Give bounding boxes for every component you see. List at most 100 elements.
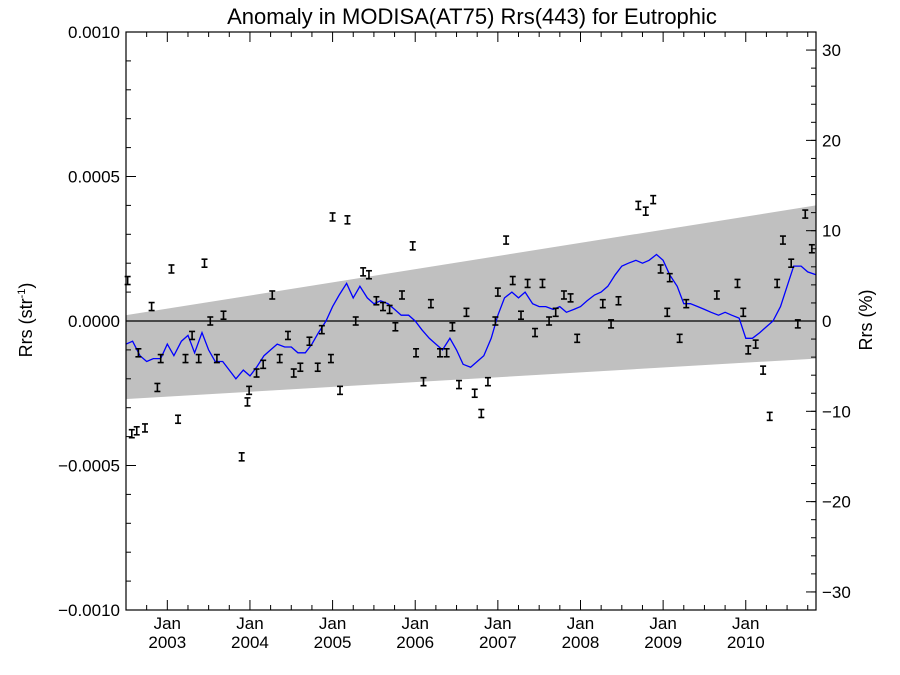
x-tick-year: 2008 bbox=[562, 633, 600, 652]
right-tick-label: 30 bbox=[822, 41, 841, 60]
data-point bbox=[740, 307, 747, 318]
data-point bbox=[608, 319, 615, 329]
right-tick-label: 20 bbox=[822, 131, 841, 150]
data-point bbox=[373, 295, 380, 306]
x-tick-month: Jan bbox=[484, 614, 511, 633]
data-point bbox=[253, 368, 260, 378]
data-point bbox=[290, 368, 297, 378]
data-point bbox=[524, 278, 531, 289]
data-point bbox=[135, 347, 142, 358]
data-point bbox=[213, 353, 220, 364]
x-tick-year: 2006 bbox=[396, 633, 434, 652]
data-point bbox=[760, 365, 767, 375]
left-tick-label: 0.0005 bbox=[68, 168, 120, 187]
data-point bbox=[788, 258, 795, 269]
x-tick-year: 2009 bbox=[644, 633, 682, 652]
data-point bbox=[314, 362, 321, 373]
data-point bbox=[244, 397, 251, 407]
data-point bbox=[752, 339, 759, 349]
data-point bbox=[463, 307, 470, 318]
data-point bbox=[157, 353, 164, 364]
data-point bbox=[276, 353, 283, 364]
data-point bbox=[734, 278, 741, 289]
x-tick-month: Jan bbox=[732, 614, 759, 633]
right-y-axis: 30 20 10 0 −10 −20 −30 bbox=[806, 41, 851, 602]
data-point bbox=[567, 293, 574, 303]
data-point bbox=[154, 382, 161, 393]
data-point bbox=[478, 408, 485, 419]
left-tick-label: 0.0010 bbox=[68, 23, 120, 42]
x-tick-month: Jan bbox=[567, 614, 594, 633]
data-point bbox=[666, 272, 673, 283]
left-axis-label-superscript: -1 bbox=[16, 289, 28, 299]
data-point bbox=[552, 307, 559, 318]
data-point bbox=[437, 347, 444, 358]
data-point bbox=[517, 310, 524, 321]
data-point bbox=[484, 376, 491, 387]
data-point bbox=[392, 321, 399, 332]
data-point bbox=[365, 269, 372, 280]
data-point bbox=[456, 379, 463, 390]
data-point bbox=[318, 324, 325, 335]
x-tick-month: Jan bbox=[236, 614, 263, 633]
data-point bbox=[443, 347, 450, 358]
left-axis-label: Rrs (str-1) bbox=[16, 283, 36, 358]
data-point bbox=[260, 359, 267, 370]
x-tick-year: 2003 bbox=[148, 633, 186, 652]
data-point bbox=[182, 353, 189, 364]
x-tick-year: 2010 bbox=[727, 633, 765, 652]
x-tick-year: 2004 bbox=[231, 633, 269, 652]
data-point bbox=[779, 235, 786, 245]
data-point bbox=[269, 290, 276, 300]
data-point bbox=[175, 414, 182, 425]
chart-title: Anomaly in MODISA(AT75) Rrs(443) for Eut… bbox=[227, 4, 717, 29]
data-point bbox=[409, 241, 416, 251]
data-point bbox=[713, 290, 720, 300]
data-point bbox=[560, 290, 567, 300]
right-tick-label: −30 bbox=[822, 583, 851, 602]
data-point bbox=[128, 428, 135, 439]
data-point bbox=[201, 258, 208, 269]
data-point bbox=[503, 235, 510, 245]
x-tick-month: Jan bbox=[649, 614, 676, 633]
data-point bbox=[142, 423, 149, 433]
data-point bbox=[615, 295, 622, 306]
data-point bbox=[327, 353, 334, 364]
data-point bbox=[148, 301, 155, 312]
data-point bbox=[449, 321, 456, 332]
data-point bbox=[284, 330, 291, 341]
data-point bbox=[683, 298, 690, 309]
data-point bbox=[238, 452, 245, 462]
data-point bbox=[420, 376, 427, 387]
left-y-axis: 0.0010 0.0005 0.0000 −0.0005 −0.0010 bbox=[58, 23, 136, 620]
right-tick-label: −20 bbox=[822, 493, 851, 512]
right-tick-label: −10 bbox=[822, 402, 851, 421]
data-point bbox=[195, 353, 202, 364]
data-point bbox=[297, 362, 304, 373]
right-tick-label: 10 bbox=[822, 222, 841, 241]
data-point bbox=[539, 278, 546, 289]
data-point bbox=[794, 319, 801, 329]
data-point bbox=[344, 215, 351, 225]
data-point bbox=[745, 345, 752, 355]
data-point bbox=[427, 298, 434, 309]
x-axis: Jan2003Jan2004Jan2005Jan2006Jan2007Jan20… bbox=[146, 32, 809, 652]
running-mean-line bbox=[125, 253, 817, 380]
data-point bbox=[574, 333, 581, 344]
data-point bbox=[329, 212, 336, 222]
data-point bbox=[207, 316, 214, 326]
left-tick-label: 0.0000 bbox=[68, 312, 120, 331]
data-point bbox=[220, 310, 227, 321]
left-axis-label-close: ) bbox=[16, 283, 36, 289]
left-tick-label: −0.0010 bbox=[58, 601, 120, 620]
x-tick-year: 2007 bbox=[479, 633, 517, 652]
data-point bbox=[189, 330, 196, 341]
data-point bbox=[352, 316, 359, 326]
data-point bbox=[399, 290, 405, 300]
data-point bbox=[337, 385, 344, 396]
data-point bbox=[766, 411, 773, 422]
data-point bbox=[492, 316, 499, 326]
data-point bbox=[413, 347, 420, 358]
data-point bbox=[360, 267, 367, 277]
